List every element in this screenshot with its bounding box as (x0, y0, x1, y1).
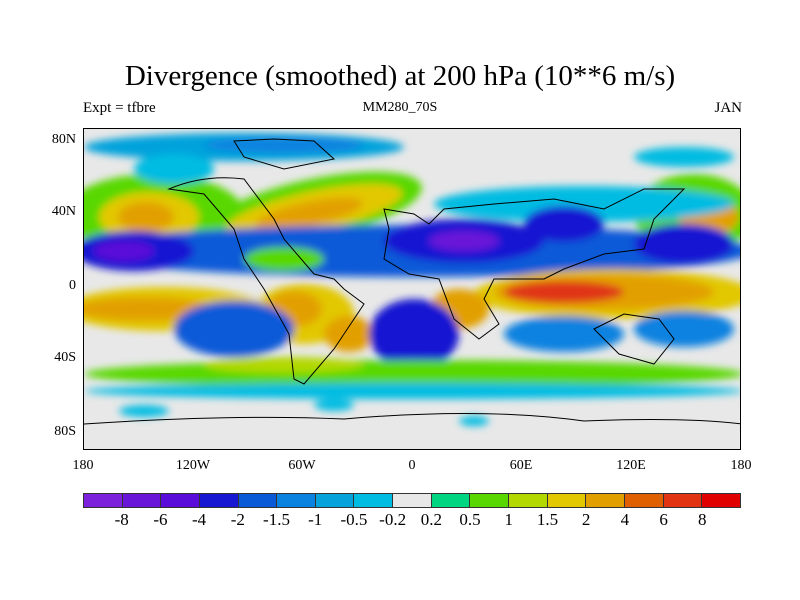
colorbar-label: 2 (581, 510, 591, 529)
y-tick-label: 80N (51, 132, 76, 147)
y-tick-label: 40N (51, 204, 76, 219)
y-tick-label: 40S (54, 350, 76, 365)
colorbar-swatch (547, 494, 587, 507)
colorbar-swatch (238, 494, 278, 507)
colorbar-swatch (161, 494, 200, 507)
colorbar-label: -1 (308, 510, 323, 529)
colorbar-swatch (431, 494, 471, 507)
colorbar-swatch (199, 494, 239, 507)
colorbar-label: -8 (114, 510, 129, 529)
colorbar-label: -0.5 (340, 510, 368, 529)
y-tick-label: 80S (54, 424, 76, 439)
colorbar-label: 6 (659, 510, 668, 529)
colorbar-label: 0.5 (459, 510, 481, 529)
x-tick-label: 60E (509, 458, 533, 473)
colorbar-label: 4 (620, 510, 630, 529)
y-tick-label: 0 (69, 278, 76, 293)
month-label: JAN (714, 100, 742, 116)
divergence-field (84, 133, 740, 426)
colorbar-swatch (624, 494, 664, 507)
colorbar-label: -6 (153, 510, 168, 529)
x-tick-label: 60W (288, 458, 316, 473)
colorbar-label: -1.5 (263, 510, 290, 529)
colorbar-swatch (315, 494, 355, 507)
colorbar-swatch (509, 494, 548, 507)
colorbar-swatch (84, 494, 123, 507)
x-tick-label: 120W (175, 458, 211, 473)
plot-title: Divergence (smoothed) at 200 hPa (10**6 … (124, 60, 676, 92)
colorbar-swatch (277, 494, 316, 507)
colorbar (83, 493, 741, 508)
x-tick-label: 0 (408, 458, 416, 473)
colorbar-label: 8 (698, 510, 707, 529)
divergence-map (83, 128, 741, 450)
colorbar-label: 0.2 (420, 510, 442, 529)
colorbar-swatch (354, 494, 394, 507)
colorbar-swatch (586, 494, 625, 507)
colorbar-swatch (393, 494, 432, 507)
colorbar-swatch (122, 494, 162, 507)
x-tick-label: 120E (616, 458, 646, 473)
colorbar-label: -4 (192, 510, 207, 529)
colorbar-swatch (663, 494, 703, 507)
colorbar-label: 1.5 (536, 510, 559, 529)
x-tick-label: 180 (730, 458, 752, 473)
colorbar-label: -2 (230, 510, 245, 529)
coastlines (84, 138, 740, 425)
experiment-label: Expt = tfbre (83, 100, 156, 116)
colorbar-label: -0.2 (379, 510, 407, 529)
x-tick-label: 180 (72, 458, 94, 473)
case-label: MM280_70S (362, 100, 438, 115)
colorbar-swatch (702, 494, 740, 507)
colorbar-label: 1 (504, 510, 514, 529)
colorbar-swatch (470, 494, 510, 507)
